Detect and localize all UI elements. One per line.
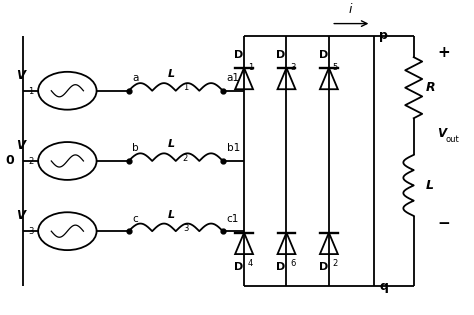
Text: D: D (319, 262, 328, 272)
Text: −: − (438, 216, 450, 231)
Text: a1: a1 (227, 73, 240, 83)
Text: 1: 1 (248, 63, 253, 72)
Text: out: out (445, 135, 459, 144)
Text: 5: 5 (333, 63, 338, 72)
Text: V: V (16, 209, 25, 222)
Text: p: p (379, 29, 388, 42)
Text: D: D (234, 262, 243, 272)
Text: L: L (167, 69, 174, 79)
Text: L: L (426, 179, 434, 192)
Text: D: D (319, 50, 328, 60)
Text: 2: 2 (183, 154, 188, 163)
Text: D: D (276, 262, 285, 272)
Text: i: i (348, 3, 352, 16)
Text: 3: 3 (290, 63, 296, 72)
Text: 4: 4 (248, 259, 253, 268)
Text: 6: 6 (290, 259, 296, 268)
Text: V: V (438, 127, 447, 140)
Text: c1: c1 (227, 214, 239, 224)
Text: a: a (132, 73, 139, 83)
Text: 1: 1 (183, 83, 188, 92)
Text: R: R (426, 81, 435, 94)
Text: c: c (132, 214, 138, 224)
Text: V: V (16, 69, 25, 82)
Text: 2: 2 (28, 157, 34, 166)
Text: 3: 3 (28, 227, 34, 236)
Text: D: D (234, 50, 243, 60)
Text: +: + (438, 45, 450, 60)
Text: V: V (16, 139, 25, 152)
Text: 3: 3 (183, 224, 188, 233)
Text: D: D (276, 50, 285, 60)
Text: b: b (132, 143, 139, 153)
Text: q: q (379, 280, 388, 293)
Text: 1: 1 (28, 87, 34, 96)
Text: 0: 0 (5, 154, 14, 168)
Text: b1: b1 (227, 143, 240, 153)
Text: 2: 2 (333, 259, 338, 268)
Text: L: L (167, 209, 174, 220)
Text: L: L (167, 139, 174, 149)
